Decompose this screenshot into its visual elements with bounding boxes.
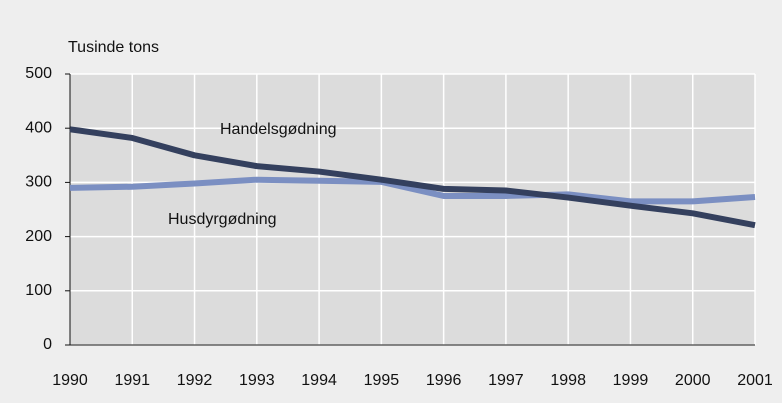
series-label: Husdyrgødning [168,211,277,228]
x-tick-label: 1991 [114,372,150,389]
line-series [69,176,756,205]
x-tick-label: 1997 [488,372,524,389]
y-axis-label: Tusinde tons [68,39,159,56]
x-tick-label: 2000 [675,372,711,389]
y-tick-label: 400 [25,119,52,136]
x-tick-label: 1994 [301,372,337,389]
x-tick-label: 2001 [737,372,773,389]
x-tick-label: 1995 [364,372,400,389]
y-tick-label: 100 [25,282,52,299]
x-tick-label: 1999 [613,372,649,389]
x-tick-label: 1990 [52,372,88,389]
x-tick-label: 1998 [550,372,586,389]
x-tick-label: 1996 [426,372,462,389]
y-tick-label: 200 [25,228,52,245]
series-label: Handelsgødning [220,121,337,138]
x-tick-label: 1992 [177,372,213,389]
y-tick-label: 500 [25,65,52,82]
y-tick-label: 0 [43,336,52,353]
x-tick-label: 1993 [239,372,275,389]
y-tick-label: 300 [25,174,52,191]
line-series [69,126,756,229]
